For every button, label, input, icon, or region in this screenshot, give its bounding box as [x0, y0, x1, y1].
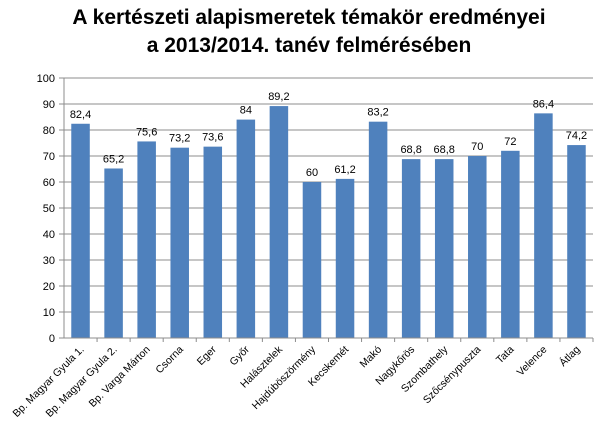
- category-label: Átlag: [556, 343, 582, 369]
- bar: [567, 145, 586, 338]
- data-label: 70: [471, 141, 483, 153]
- y-tick-label: 70: [43, 151, 55, 163]
- data-label: 82,4: [70, 109, 91, 121]
- y-tick-label: 0: [49, 333, 55, 345]
- bar: [335, 178, 355, 338]
- chart-title-line-1: A kertészeti alapismeretek témakör eredm…: [72, 6, 545, 29]
- category-label: Velence: [515, 344, 550, 379]
- bar: [401, 159, 421, 338]
- data-label: 68,8: [434, 144, 455, 156]
- bar: [368, 121, 388, 339]
- data-label: 75,6: [136, 126, 157, 138]
- bar: [137, 141, 156, 338]
- data-label: 74,2: [566, 130, 587, 142]
- bar: [203, 146, 223, 338]
- category-label: Eger: [195, 343, 220, 368]
- data-label: 89,2: [268, 91, 289, 103]
- y-tick-label: 10: [43, 307, 55, 319]
- y-axis-ticks: 0 10 20 30 40 50 60 70 80 90 100: [37, 73, 64, 345]
- y-tick-label: 90: [43, 99, 55, 111]
- bar: [170, 147, 189, 338]
- category-label: Csorna: [153, 344, 186, 377]
- y-tick-label: 60: [43, 177, 55, 189]
- data-label: 84: [240, 105, 252, 117]
- bar: [302, 182, 322, 338]
- category-label: Szőcsénypuszta: [421, 344, 484, 407]
- x-axis-categories: Bp. Magyar Gyula 1.Bp. Magyar Gyula 2.Bp…: [10, 338, 594, 420]
- y-tick-label: 50: [43, 203, 55, 215]
- y-tick-label: 40: [43, 229, 55, 241]
- category-label: Makó: [358, 344, 385, 371]
- data-label: 61,2: [334, 164, 355, 176]
- data-label: 72: [504, 136, 516, 148]
- bar: [104, 168, 123, 338]
- data-label: 86,4: [533, 98, 554, 110]
- data-label: 73,6: [202, 132, 223, 144]
- data-label: 65,2: [103, 153, 124, 165]
- bar: [534, 113, 553, 338]
- bar: [236, 119, 256, 338]
- bars: [71, 106, 586, 339]
- chart-title-line-2: a 2013/2014. tanév felmérésében: [147, 34, 472, 57]
- data-label: 60: [306, 167, 318, 179]
- y-tick-label: 30: [43, 255, 55, 267]
- bar: [468, 156, 487, 338]
- y-tick-label: 100: [37, 73, 55, 85]
- data-label: 68,8: [400, 144, 421, 156]
- bar: [501, 150, 520, 338]
- bar: [434, 159, 454, 338]
- bar: [71, 123, 90, 338]
- category-label: Győr: [227, 343, 252, 368]
- data-label: 83,2: [367, 107, 388, 119]
- category-label: Bp. Varga Márton: [87, 344, 153, 410]
- y-tick-label: 80: [43, 125, 55, 137]
- category-label: Tata: [494, 344, 517, 367]
- data-label: 73,2: [169, 133, 190, 145]
- y-tick-label: 20: [43, 281, 55, 293]
- bar: [269, 106, 289, 338]
- data-labels: 82,4 65,2 75,6 73,2 73,6 84 89,2 60 61,2 83,2 68,8…: [70, 91, 587, 179]
